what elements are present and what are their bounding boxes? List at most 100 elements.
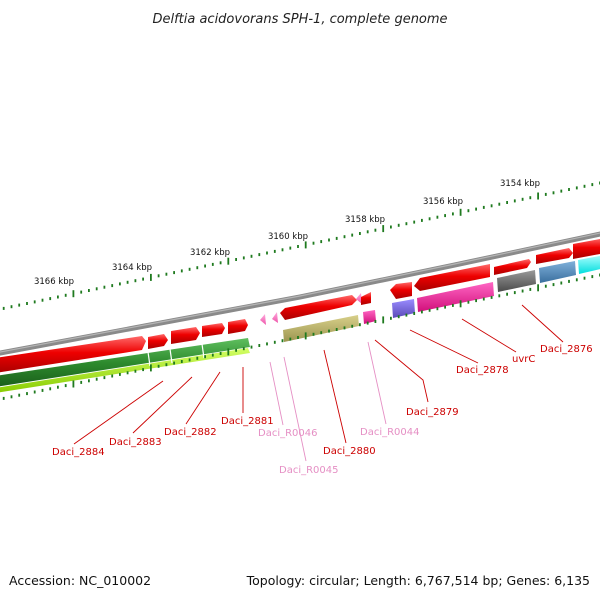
outer-ruler-tick	[343, 235, 346, 239]
leader-daci-2882	[185, 371, 221, 425]
gene-arrow-daci-2880	[280, 295, 357, 320]
cog-bar-olive	[283, 315, 359, 342]
gene-arrow-daci-2883	[148, 334, 168, 349]
outer-ruler-tick	[374, 228, 377, 232]
inner-ruler-tick	[428, 308, 431, 312]
leader-daci-2878	[409, 329, 479, 364]
inner-ruler-tick	[529, 287, 532, 291]
gene-arrow-daci-2881-a	[202, 323, 225, 337]
inner-ruler-tick	[537, 284, 539, 292]
inner-ruler-tick	[211, 353, 214, 357]
leader-daci-r0046	[269, 361, 284, 426]
leader-daci-2880	[323, 349, 347, 444]
outer-ruler-tick	[49, 297, 52, 301]
inner-ruler-tick	[18, 393, 21, 397]
inner-ruler-tick	[560, 281, 563, 285]
inner-ruler-tick	[26, 392, 28, 396]
gene-label-daci-2884: Daci_2884	[52, 447, 105, 458]
tick-labels: 3154 kbp 3156 kbp 3158 kbp 3160 kbp 3162…	[34, 179, 540, 287]
outer-ruler-tick	[64, 293, 67, 297]
leader-lines	[73, 304, 564, 462]
gene-arrow-daci-2882	[171, 327, 200, 344]
inner-ruler-tick	[150, 364, 152, 372]
leader-daci-2884	[73, 380, 164, 445]
tick-label-3158: 3158 kbp	[345, 215, 385, 225]
outer-ruler-tick	[18, 303, 21, 307]
inner-ruler-tick	[436, 307, 439, 311]
outer-ruler-tick	[482, 205, 485, 209]
inner-ruler-tick	[506, 292, 508, 296]
outer-ruler-tick	[273, 249, 276, 253]
inner-ruler-tick	[188, 358, 191, 362]
inner-ruler-tick	[413, 312, 416, 315]
gene-arrow-daci-2881	[228, 319, 248, 334]
inner-ruler-tick	[366, 321, 369, 325]
inner-ruler-tick	[482, 297, 485, 301]
leader-uvrc	[461, 318, 517, 353]
outer-ruler-tick	[227, 257, 230, 265]
outer-ruler-tick	[537, 192, 539, 200]
outer-ruler-tick	[2, 306, 5, 310]
inner-ruler-tick	[335, 328, 338, 331]
gene-label-daci-2880: Daci_2880	[323, 446, 376, 457]
inner-tick-ruler	[2, 273, 600, 400]
gene-label-daci-2879: Daci_2879	[406, 407, 459, 418]
gene-label-daci-2882: Daci_2882	[164, 427, 217, 438]
cog-bar-magenta	[417, 282, 494, 312]
cog-bar-steel	[539, 261, 576, 283]
gene-label-daci-r0044: Daci_R0044	[360, 427, 420, 438]
outer-ruler-tick	[436, 215, 439, 219]
outer-ruler-tick	[521, 197, 524, 201]
outer-ruler-tick	[281, 248, 284, 252]
inner-ruler-tick	[382, 316, 385, 324]
outer-ruler-tick	[304, 241, 307, 249]
tick-label-3164: 3164 kbp	[112, 263, 152, 273]
inner-ruler-tick	[111, 374, 114, 378]
inner-ruler-tick	[467, 300, 470, 304]
inner-ruler-tick	[390, 316, 392, 320]
inner-ruler-tick	[242, 347, 245, 351]
outer-ruler-tick	[513, 199, 516, 203]
outer-ruler-tick	[72, 290, 75, 298]
outer-ruler-tick	[26, 302, 28, 305]
outer-ruler-tick	[390, 225, 392, 229]
gene-label-daci-2878: Daci_2878	[456, 365, 509, 376]
inner-ruler-tick	[173, 361, 175, 365]
inner-ruler-tick	[459, 300, 462, 308]
cog-bar-cyan	[578, 255, 600, 274]
inner-ruler-tick	[196, 356, 199, 360]
inner-ruler-tick	[289, 337, 292, 341]
tick-label-3156: 3156 kbp	[423, 197, 463, 207]
inner-ruler-tick	[57, 385, 59, 389]
inner-ruler-tick	[227, 348, 230, 356]
outer-ruler-tick	[188, 267, 191, 271]
inner-ruler-tick	[258, 344, 261, 347]
gene-label-uvrc: uvrC	[512, 354, 535, 365]
outer-ruler-tick	[335, 236, 338, 240]
gene-arrow-daci-r0044	[356, 293, 362, 304]
cog-bar-green	[0, 338, 250, 387]
outer-ruler-tick	[126, 280, 129, 284]
inner-ruler-tick	[521, 289, 524, 293]
inner-ruler-tick	[374, 320, 377, 323]
outer-ruler-tick	[258, 253, 261, 257]
outer-ruler-tick	[366, 230, 369, 234]
inner-ruler-tick	[64, 384, 67, 388]
gene-arrow-daci-2878	[390, 282, 412, 299]
accession-text: Accession: NC_010002	[9, 573, 152, 588]
inner-ruler-tick	[444, 305, 446, 309]
inner-ruler-tick	[273, 340, 276, 344]
inner-ruler-tick	[49, 387, 52, 391]
outer-ruler-tick	[204, 264, 206, 268]
inner-ruler-tick	[2, 396, 5, 400]
inner-ruler-tick	[88, 379, 90, 383]
outer-ruler-tick	[289, 246, 292, 250]
gene-arrow-daci-2884	[0, 336, 146, 373]
outer-ruler-tick	[568, 188, 570, 191]
cog-bar-purple	[392, 299, 415, 318]
gene-arrow-daci-r0046	[260, 314, 266, 325]
inner-ruler-tick	[452, 303, 454, 307]
outer-ruler-tick	[312, 241, 315, 245]
inner-ruler-tick	[498, 294, 501, 298]
